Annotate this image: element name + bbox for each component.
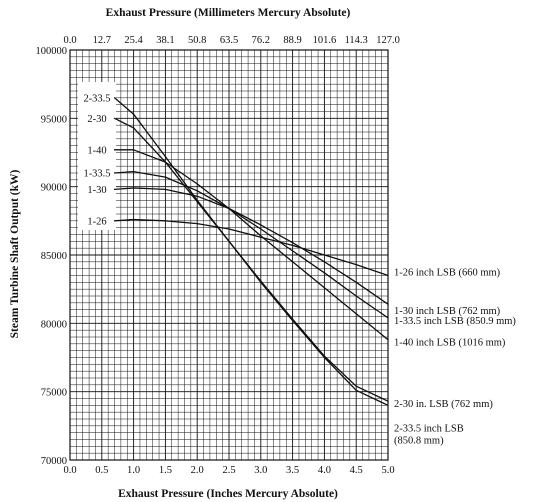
plot-frame <box>69 49 389 461</box>
top-tick-label: 50.8 <box>188 35 206 46</box>
series-lines <box>113 97 389 406</box>
right-series-label: 1-26 inch LSB (660 mm) <box>394 268 501 279</box>
left-series-labels: 2-33.5 2-30 1-40 1-33.5 1-30 1-26 <box>83 93 110 227</box>
top-tick-label: 0.0 <box>63 35 76 46</box>
top-tick-label: 101.6 <box>313 35 337 46</box>
x-tick-label: 4.0 <box>318 465 331 476</box>
y-axis-title: Steam Turbine Shaft Output (kW) <box>9 169 21 338</box>
y-tick-label: 90000 <box>41 183 67 194</box>
top-tick-label: 88.9 <box>283 35 301 46</box>
x-tick-label: 3.5 <box>286 465 299 476</box>
top-tick-label: 114.3 <box>345 35 368 46</box>
top-tick-label: 76.2 <box>252 35 270 46</box>
y-tick-label: 100000 <box>36 46 68 57</box>
right-series-label: 2-30 in. LSB (762 mm) <box>394 399 493 410</box>
y-tick-label: 75000 <box>41 388 67 399</box>
x-tick-label: 2.0 <box>191 465 204 476</box>
tick-labels: 0.0 0.5 1.0 1.5 2.0 2.5 3.0 3.5 4.0 4.5 5.0 0.0 12.7… <box>36 35 400 476</box>
series-line <box>114 187 389 305</box>
left-label-box <box>78 82 116 230</box>
left-series-label: 1-40 <box>87 145 106 156</box>
y-tick-label: 85000 <box>41 251 67 262</box>
series-line <box>114 149 389 341</box>
top-tick-label: 38.1 <box>156 35 174 46</box>
y-tick-label: 80000 <box>41 319 67 330</box>
right-series-label: 1-40 inch LSB (1016 mm) <box>394 338 506 349</box>
x-tick-label: 1.5 <box>159 465 172 476</box>
top-tick-label: 12.7 <box>93 35 111 46</box>
x-tick-label: 5.0 <box>381 465 394 476</box>
left-series-label: 2-33.5 <box>83 93 110 104</box>
top-tick-label: 25.4 <box>124 35 143 46</box>
series-line <box>114 170 389 319</box>
left-series-label: 1-33.5 <box>83 169 110 180</box>
x-tick-label: 0.0 <box>63 465 76 476</box>
grid <box>70 50 388 460</box>
series-line <box>114 97 389 406</box>
right-series-label: 1-30 inch LSB (762 mm) <box>394 306 501 317</box>
series-line <box>114 218 389 277</box>
x-tick-label: 4.5 <box>350 465 363 476</box>
left-series-label: 1-30 <box>87 185 106 196</box>
right-series-labels: 1-26 inch LSB (660 mm) 1-30 inch LSB (762… <box>394 268 516 447</box>
y-tick-label: 70000 <box>41 456 67 467</box>
top-tick-label: 63.5 <box>220 35 238 46</box>
left-series-label: 1-26 <box>87 216 106 227</box>
right-series-label: (850.8 mm) <box>394 435 444 446</box>
x-axis-title: Exhaust Pressure (Inches Mercury Absolut… <box>118 488 338 500</box>
x-tick-label: 3.0 <box>254 465 267 476</box>
x-tick-label: 1.0 <box>127 465 140 476</box>
right-series-label: 1-33.5 inch LSB (850.9 mm) <box>394 316 516 327</box>
x-tick-label: 2.5 <box>222 465 235 476</box>
left-series-label: 2-30 <box>87 114 106 125</box>
top-axis-title: Exhaust Pressure (Millimeters Mercury Ab… <box>106 7 351 19</box>
x-tick-label: 0.5 <box>95 465 108 476</box>
top-tick-label: 127.0 <box>376 35 400 46</box>
right-series-label: 2-33.5 inch LSB <box>394 423 464 434</box>
y-tick-label: 95000 <box>41 114 67 125</box>
